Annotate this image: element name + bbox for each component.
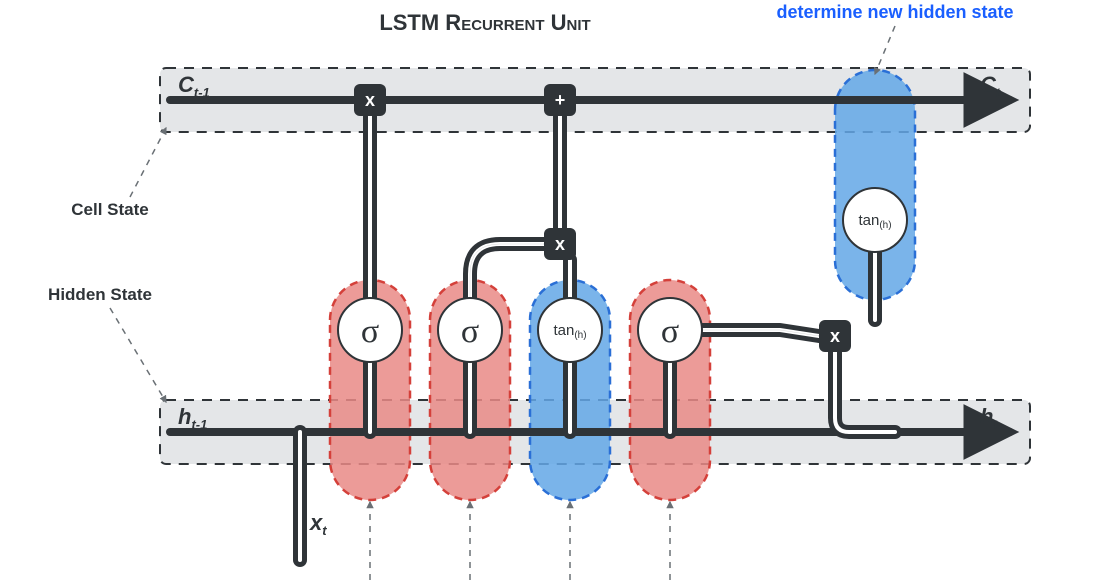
op-mul-forget-label: x [365, 90, 375, 110]
cell-state-label: Cell State [71, 200, 148, 219]
output-sigma-label: σ [661, 313, 679, 350]
forget-sigma-label: σ [361, 313, 379, 350]
input-sigma-label: σ [461, 313, 479, 350]
ptr-hidden-state [110, 308, 166, 402]
ptr-annotation [875, 26, 895, 74]
hidden-state-label: Hidden State [48, 285, 152, 304]
op-mul-input-label: x [555, 234, 565, 254]
op-plus-cell-label: + [555, 90, 566, 110]
annotation-cell-update-2: determine new hidden state [776, 2, 1013, 22]
ptr-cell-state [130, 128, 166, 197]
label-x-in: xt [309, 510, 327, 538]
op-mul-output-label: x [830, 326, 840, 346]
diagram-title: LSTM Recurrent Unit [379, 10, 590, 35]
